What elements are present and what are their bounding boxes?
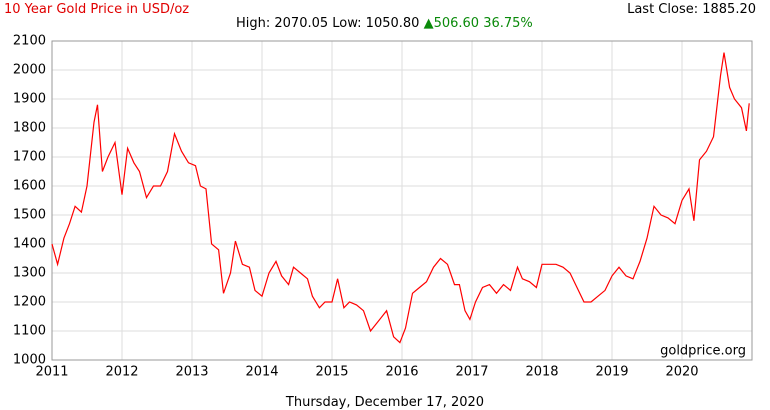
x-tick-label: 2020 bbox=[665, 365, 698, 380]
change: ▲506.60 36.75% bbox=[423, 16, 533, 31]
chart-title: 10 Year Gold Price in USD/oz bbox=[4, 2, 190, 17]
x-tick-label: 2013 bbox=[175, 365, 208, 380]
x-tick-label: 2014 bbox=[245, 365, 278, 380]
x-tick-label: 2012 bbox=[105, 365, 138, 380]
x-tick-label: 2011 bbox=[35, 365, 68, 380]
x-tick-label: 2019 bbox=[595, 365, 628, 380]
x-tick-label: 2017 bbox=[455, 365, 488, 380]
high-low: High: 2070.05 Low: 1050.80 bbox=[236, 16, 420, 31]
watermark: goldprice.org bbox=[660, 344, 746, 359]
price-line bbox=[51, 52, 750, 344]
y-tick-label: 1700 bbox=[13, 150, 46, 165]
x-tick-label: 2015 bbox=[315, 365, 348, 380]
y-tick-label: 2100 bbox=[13, 34, 46, 49]
y-tick-label: 1800 bbox=[13, 121, 46, 136]
y-tick-label: 1200 bbox=[13, 295, 46, 310]
y-tick-label: 2000 bbox=[13, 63, 46, 78]
x-tick-label: 2018 bbox=[525, 365, 558, 380]
y-tick-label: 1600 bbox=[13, 179, 46, 194]
x-tick-label: 2016 bbox=[385, 365, 418, 380]
y-tick-label: 1300 bbox=[13, 266, 46, 281]
y-tick-label: 1900 bbox=[13, 92, 46, 107]
plot-frame bbox=[51, 40, 753, 361]
y-tick-label: 1500 bbox=[13, 208, 46, 223]
y-tick-label: 1100 bbox=[13, 324, 46, 339]
y-tick-label: 1400 bbox=[13, 237, 46, 252]
subtitle: High: 2070.05 Low: 1050.80 ▲506.60 36.75… bbox=[236, 16, 533, 31]
last-close: Last Close: 1885.20 bbox=[627, 2, 756, 17]
y-tick-label: 1000 bbox=[13, 353, 46, 368]
date-label: Thursday, December 17, 2020 bbox=[285, 395, 485, 410]
